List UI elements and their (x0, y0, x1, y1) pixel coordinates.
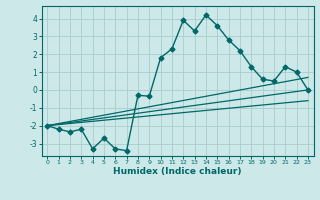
X-axis label: Humidex (Indice chaleur): Humidex (Indice chaleur) (113, 167, 242, 176)
